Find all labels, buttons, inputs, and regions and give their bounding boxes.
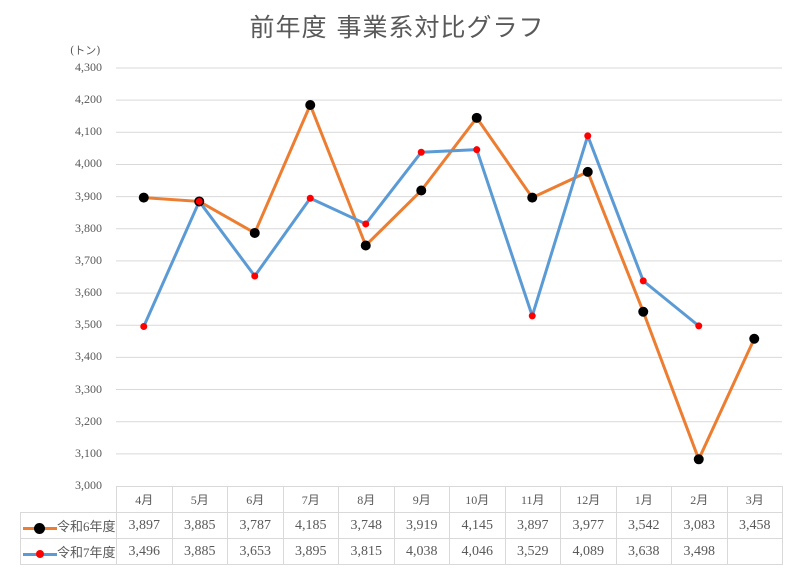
legend-entry-series-2: 令和7年度 [20, 538, 117, 565]
value-cell: 3,653 [227, 538, 284, 565]
value-cell: 3,895 [282, 538, 339, 565]
series-line-1 [143, 103, 756, 461]
value-cell: 3,977 [560, 512, 617, 539]
y-tick-label: 3,800 [75, 220, 102, 235]
data-point-marker [306, 194, 314, 202]
y-tick-label: 4,000 [75, 156, 102, 171]
data-point-marker [693, 454, 704, 465]
y-tick-label: 3,400 [75, 349, 102, 364]
y-tick-label: 3,900 [75, 188, 102, 203]
value-cell: 3,897 [504, 512, 561, 539]
value-cell: 3,638 [615, 538, 672, 565]
value-cell: 4,185 [282, 512, 339, 539]
y-tick-label: 4,300 [75, 60, 102, 74]
value-cell: 3,885 [171, 512, 228, 539]
value-cell: 3,496 [116, 538, 173, 565]
data-point-marker [305, 99, 316, 110]
value-cell: 3,498 [671, 538, 728, 565]
y-tick-label: 3,500 [75, 317, 102, 332]
value-cell: 3,529 [504, 538, 561, 565]
value-cell: 4,145 [449, 512, 506, 539]
data-point-marker [362, 220, 370, 228]
category-header-cell: 10月 [449, 486, 506, 513]
data-table: 4月 5月 6月 7月 8月 9月 10月 11月 12月 1月 2月 3月 令和6年度 3,897 3… [20, 486, 783, 565]
table-corner-cell [20, 486, 117, 513]
data-point-marker [471, 112, 482, 123]
table-row-series-2: 令和7年度 3,496 3,885 3,653 3,895 3,815 4,038 4,04… [20, 538, 783, 565]
data-point-marker [251, 272, 259, 280]
legend-entry-series-1: 令和6年度 [20, 512, 117, 539]
data-point-marker [528, 312, 536, 320]
y-tick-label: 3,200 [75, 413, 102, 428]
category-header-cell: 4月 [116, 486, 173, 513]
value-cell: 3,897 [116, 512, 173, 539]
y-tick-label: 3,700 [75, 252, 102, 267]
value-cell: 4,046 [449, 538, 506, 565]
value-cell [726, 538, 783, 565]
category-header-cell: 3月 [726, 486, 783, 513]
legend-marker-icon [23, 523, 57, 535]
y-tick-label: 3,300 [75, 381, 102, 396]
table-header-row: 4月 5月 6月 7月 8月 9月 10月 11月 12月 1月 2月 3月 [20, 486, 783, 513]
legend-marker-icon [23, 549, 57, 559]
data-point-marker [582, 166, 593, 177]
data-point-marker [360, 240, 371, 251]
y-tick-label: 4,200 [75, 92, 102, 107]
data-point-marker [249, 227, 260, 238]
value-cell: 3,919 [393, 512, 450, 539]
data-point-marker [638, 306, 649, 317]
value-cell: 3,748 [338, 512, 395, 539]
value-cell: 3,815 [338, 538, 395, 565]
value-cell: 3,542 [615, 512, 672, 539]
category-header-cell: 2月 [671, 486, 728, 513]
data-point-marker [527, 192, 538, 203]
value-cell: 3,458 [726, 512, 783, 539]
legend-label: 令和6年度 [57, 519, 116, 534]
category-header-cell: 5月 [171, 486, 228, 513]
data-point-marker [584, 132, 592, 140]
category-header-cell: 1月 [615, 486, 672, 513]
value-cell: 3,083 [671, 512, 728, 539]
value-cell: 3,885 [171, 538, 228, 565]
value-cell: 3,787 [227, 512, 284, 539]
data-point-marker [195, 197, 203, 205]
category-header-cell: 8月 [338, 486, 395, 513]
data-point-marker [639, 277, 647, 285]
value-cell: 4,089 [560, 538, 617, 565]
y-tick-label: 3,600 [75, 285, 102, 300]
category-header-cell: 6月 [227, 486, 284, 513]
value-cell: 4,038 [393, 538, 450, 565]
data-point-marker [417, 148, 425, 156]
table-row-series-1: 令和6年度 3,897 3,885 3,787 4,185 3,748 3,919 4,14… [20, 512, 783, 539]
data-point-marker [749, 333, 760, 344]
chart-title: 前年度 事業系対比グラフ [249, 13, 545, 42]
y-tick-label: 3,100 [75, 445, 102, 460]
category-header-cell: 9月 [393, 486, 450, 513]
category-header-cell: 7月 [282, 486, 339, 513]
legend-label: 令和7年度 [57, 545, 116, 560]
data-point-marker [473, 146, 481, 154]
data-point-marker [138, 192, 149, 203]
data-point-marker [140, 323, 148, 331]
data-point-marker [695, 322, 703, 330]
y-tick-label: 4,100 [75, 124, 102, 139]
category-header-cell: 11月 [504, 486, 561, 513]
category-header-cell: 12月 [560, 486, 617, 513]
y-axis-unit-label: (トン) [70, 44, 101, 57]
data-point-marker [416, 185, 427, 196]
